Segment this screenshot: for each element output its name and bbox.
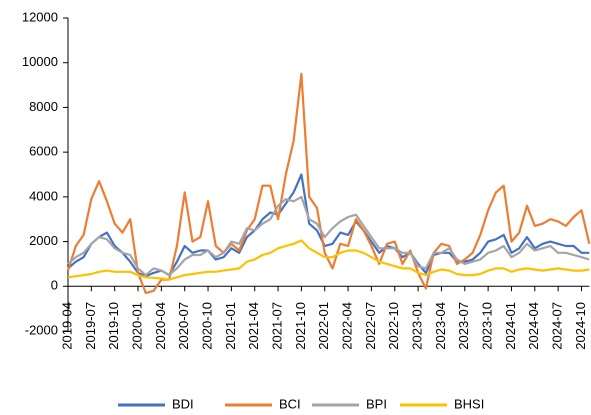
y-tick-label: 6000 — [29, 144, 58, 159]
x-tick-label: 2021-10 — [293, 302, 308, 350]
x-tick-label: 2024-04 — [526, 302, 541, 350]
x-tick-label: 2022-01 — [316, 302, 331, 350]
y-tick-label: 2000 — [29, 233, 58, 248]
x-tick-label: 2021-01 — [223, 302, 238, 350]
x-tick-label: 2023-01 — [410, 302, 425, 350]
x-tick-label: 2020-10 — [199, 302, 214, 350]
x-tick-label: 2019-07 — [83, 302, 98, 350]
x-tick-label: 2020-04 — [153, 302, 168, 350]
x-tick-label: 2024-10 — [573, 302, 588, 350]
x-tick-label: 2020-01 — [129, 302, 144, 350]
x-tick-label: 2021-04 — [246, 302, 261, 350]
y-tick-label: -2000 — [25, 322, 58, 337]
y-tick-label: 12000 — [22, 9, 58, 24]
x-tick-label: 2021-07 — [269, 302, 284, 350]
x-tick-label: 2022-07 — [363, 302, 378, 350]
legend-label: BHSI — [454, 396, 484, 411]
series-line — [67, 239, 590, 281]
x-tick-label: 2024-07 — [550, 302, 565, 350]
series-line — [67, 195, 590, 277]
x-tick-label: 2019-04 — [59, 302, 74, 350]
series-line — [67, 173, 590, 278]
y-tick-label: 10000 — [22, 54, 58, 69]
x-tick-label: 2024-01 — [503, 302, 518, 350]
x-tick-label: 2023-07 — [456, 302, 471, 350]
x-tick-label: 2023-04 — [433, 302, 448, 350]
legend-label: BDI — [172, 396, 194, 411]
y-tick-label: 4000 — [29, 188, 58, 203]
x-tick-label: 2019-10 — [106, 302, 121, 350]
series-line — [66, 72, 591, 295]
x-tick-label: 2022-04 — [340, 302, 355, 350]
x-tick-label: 2022-10 — [386, 302, 401, 350]
legend-label: BCI — [279, 396, 301, 411]
y-tick-label: 8000 — [29, 99, 58, 114]
x-tick-label: 2023-10 — [480, 302, 495, 350]
y-tick-label: 0 — [51, 278, 58, 293]
x-tick-label: 2020-07 — [176, 302, 191, 350]
legend-label: BPI — [366, 396, 387, 411]
